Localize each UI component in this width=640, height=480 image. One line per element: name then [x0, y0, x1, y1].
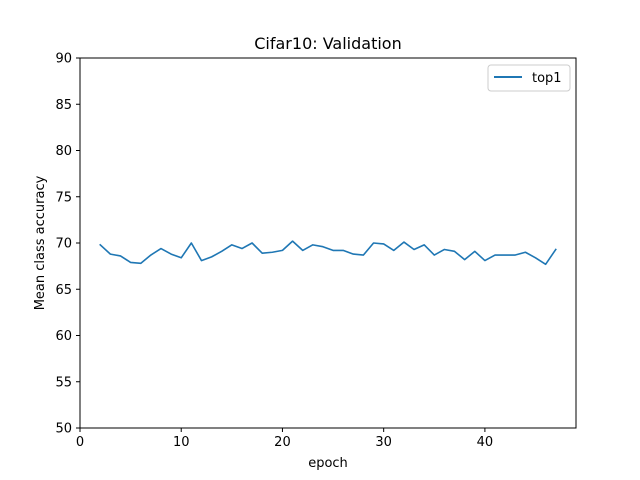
y-tick-label: 80: [55, 144, 72, 159]
x-tick-label: 20: [274, 435, 291, 450]
y-tick-label: 75: [55, 190, 72, 205]
legend-label-top1: top1: [532, 71, 562, 86]
x-axis-label: epoch: [308, 456, 348, 471]
legend: top1: [487, 64, 571, 92]
x-axis-ticks: 0 10 20 30 40: [76, 428, 493, 450]
y-tick-label: 65: [55, 283, 72, 298]
series-line-top1: [99, 240, 557, 266]
x-tick-label: 30: [375, 435, 392, 450]
chart-title: Cifar10: Validation: [254, 34, 401, 53]
y-tick-label: 70: [55, 237, 72, 252]
legend-box: [487, 64, 571, 92]
axes-frame: [79, 57, 577, 429]
y-axis-ticks: 50 55 60 65 70 75 80 85 90: [55, 52, 80, 437]
x-tick-label: 40: [477, 435, 494, 450]
x-tick-label: 0: [76, 435, 84, 450]
y-tick-label: 50: [55, 422, 72, 437]
y-tick-label: 85: [55, 98, 72, 113]
x-tick-label: 10: [173, 435, 190, 450]
y-axis-label: Mean class accuracy: [33, 175, 48, 310]
y-tick-label: 60: [55, 329, 72, 344]
y-tick-label: 55: [55, 375, 72, 390]
y-tick-label: 90: [55, 52, 72, 67]
plot-area: [99, 240, 557, 266]
